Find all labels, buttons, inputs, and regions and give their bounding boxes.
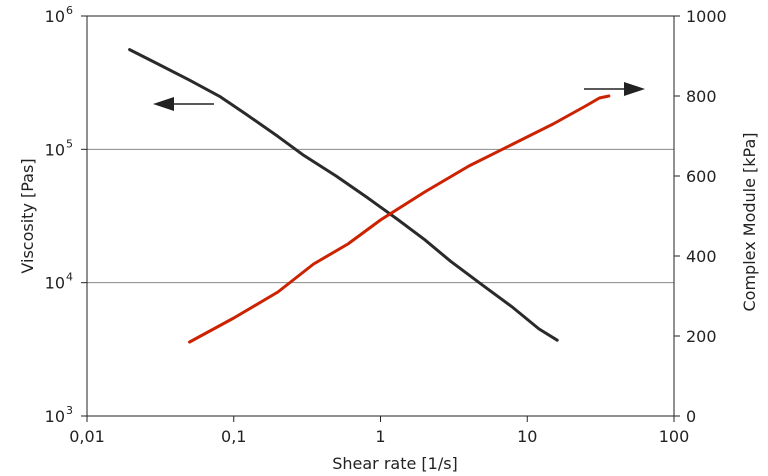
series-line-right (188, 94, 611, 344)
x-tick-label-3: 10 (517, 427, 537, 446)
y-left-tick-exp-0: 3 (66, 404, 73, 417)
y-left-axis-title: Viscosity [Pas] (18, 158, 37, 273)
annotation-arrows (153, 82, 645, 111)
y-right-tick-label-2: 400 (686, 247, 717, 266)
y-right-tick-labels: 0 200 400 600 800 1000 (686, 7, 727, 426)
y-right-tick-label-3: 600 (686, 167, 717, 186)
y-left-tick-label-0: 10 (45, 407, 65, 426)
series-group (128, 48, 611, 344)
gridlines (87, 148, 674, 284)
x-tick-label-4: 100 (659, 427, 690, 446)
y-right-axis-title: Complex Module [kPa] (740, 132, 759, 311)
y-right-tick-label-0: 0 (686, 407, 696, 426)
x-axis-title: Shear rate [1/s] (332, 454, 458, 473)
series-line-left (128, 48, 559, 342)
x-tick-labels: 0,01 0,1 1 10 100 (69, 427, 689, 446)
y-left-tick-exp-1: 4 (66, 271, 73, 284)
y-right-tick-label-5: 1000 (686, 7, 727, 26)
y-right-tick-label-4: 800 (686, 87, 717, 106)
y-left-tick-exp-3: 6 (66, 4, 73, 17)
y-left-tick-exp-2: 5 (66, 137, 73, 150)
y-left-tick-label-3: 10 (45, 7, 65, 26)
arrow-right-icon (584, 82, 645, 96)
y-right-tick-label-1: 200 (686, 327, 717, 346)
arrow-left-icon (153, 97, 214, 111)
x-tick-label-1: 0,1 (221, 427, 246, 446)
y-left-tick-label-1: 10 (45, 274, 65, 293)
x-tick-label-0: 0,01 (69, 427, 105, 446)
plot-frame (86, 15, 675, 417)
tick-marks (81, 15, 680, 422)
y-left-tick-label-2: 10 (45, 140, 65, 159)
x-tick-label-2: 1 (375, 427, 385, 446)
